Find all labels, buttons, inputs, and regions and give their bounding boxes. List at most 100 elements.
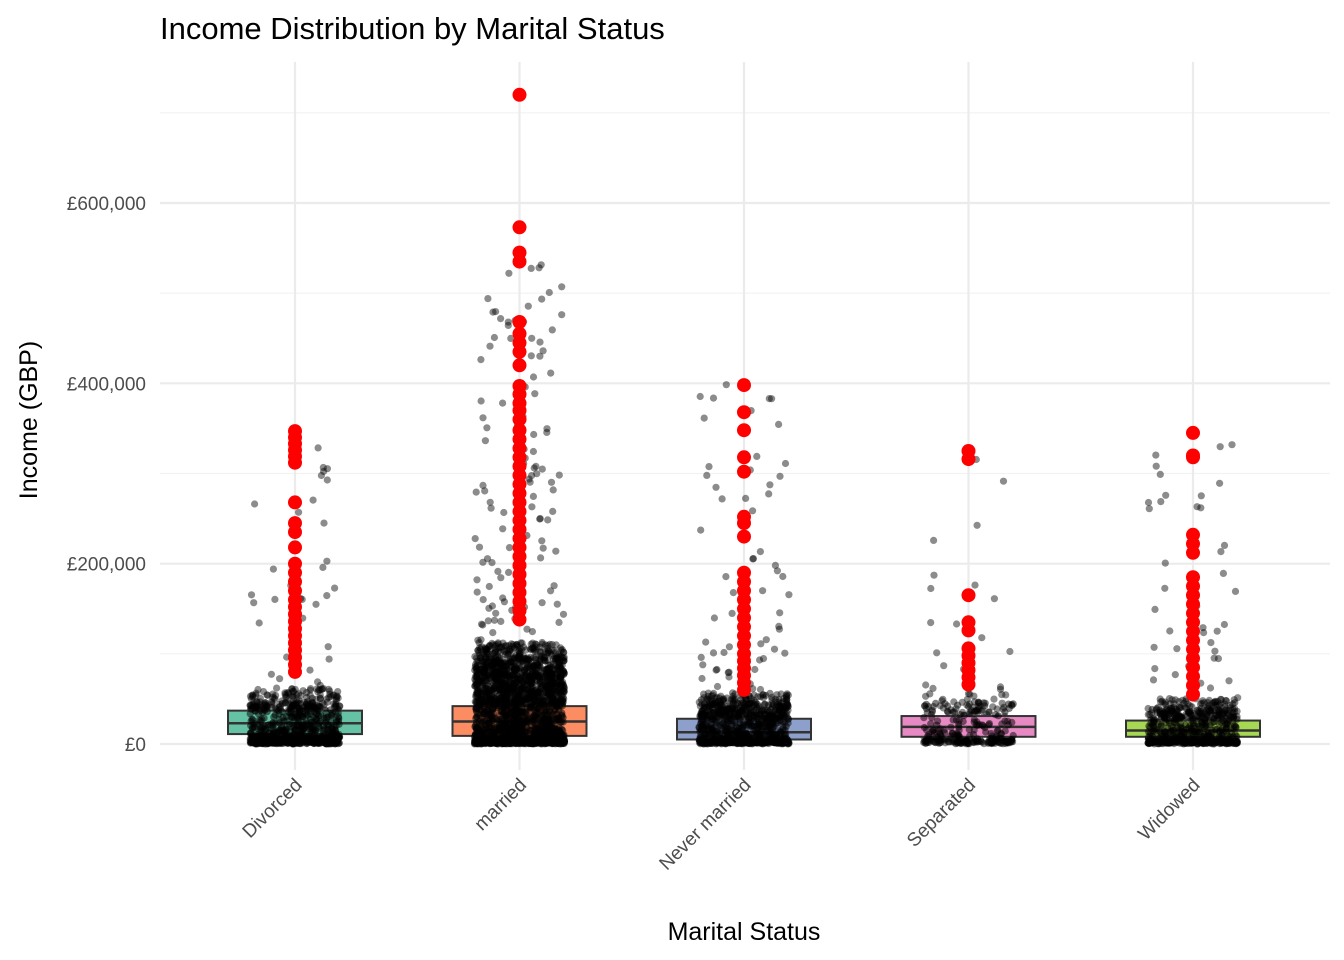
jitter-point bbox=[1207, 639, 1215, 647]
jitter-point bbox=[497, 315, 505, 323]
jitter-point bbox=[548, 640, 556, 649]
jitter-point bbox=[536, 515, 544, 523]
jitter-point bbox=[539, 347, 547, 355]
jitter-point bbox=[530, 644, 538, 652]
jitter-point bbox=[699, 661, 707, 669]
jitter-point bbox=[494, 639, 502, 647]
jitter-point bbox=[1216, 479, 1224, 487]
jitter-point bbox=[548, 646, 556, 654]
jitter-point bbox=[549, 486, 557, 494]
jitter-point bbox=[260, 700, 268, 708]
jitter-point bbox=[1219, 569, 1227, 578]
jitter-point bbox=[529, 644, 537, 653]
jitter-point bbox=[317, 471, 325, 480]
jitter-point bbox=[475, 648, 483, 656]
jitter-point bbox=[246, 692, 255, 700]
jitter-point bbox=[323, 592, 331, 600]
jitter-point bbox=[325, 693, 333, 702]
jitter-point bbox=[527, 645, 535, 653]
jitter-point bbox=[492, 308, 500, 316]
jitter-point bbox=[1197, 504, 1205, 512]
jitter-point bbox=[1161, 559, 1169, 567]
jitter-point bbox=[543, 649, 551, 657]
jitter-point bbox=[712, 483, 720, 491]
jitter-point bbox=[542, 641, 550, 649]
jitter-point bbox=[558, 646, 566, 654]
jitter-point bbox=[329, 691, 337, 699]
jitter-point bbox=[922, 692, 930, 700]
jitter-point bbox=[249, 691, 257, 699]
jitter-point bbox=[302, 689, 311, 697]
jitter-point bbox=[481, 645, 489, 653]
jitter-point bbox=[1150, 643, 1158, 651]
jitter-point bbox=[529, 447, 538, 456]
jitter-point bbox=[927, 584, 935, 593]
jitter-point bbox=[284, 689, 293, 697]
jitter-point bbox=[515, 647, 523, 655]
jitter-point bbox=[1214, 655, 1222, 663]
jitter-point bbox=[927, 619, 935, 627]
jitter-point bbox=[502, 650, 510, 659]
jitter-point bbox=[558, 283, 566, 291]
jitter-point bbox=[551, 649, 559, 657]
jitter-point bbox=[328, 723, 336, 731]
jitter-point bbox=[282, 692, 290, 700]
jitter-point bbox=[559, 610, 568, 618]
jitter-point bbox=[471, 653, 479, 661]
jitter-point bbox=[532, 462, 540, 470]
jitter-point bbox=[528, 334, 536, 342]
jitter-point bbox=[973, 521, 981, 529]
jitter-point bbox=[477, 356, 485, 364]
jitter-point bbox=[720, 648, 728, 657]
jitter-point bbox=[933, 649, 941, 657]
jitter-point bbox=[775, 420, 783, 428]
jitter-point bbox=[544, 649, 552, 657]
jitter-point bbox=[484, 295, 492, 303]
jitter-point bbox=[308, 725, 316, 733]
jitter-point bbox=[496, 643, 504, 652]
jitter-point bbox=[1211, 697, 1219, 705]
jitter-point bbox=[529, 639, 537, 647]
jitter-point bbox=[476, 644, 484, 652]
jitter-point bbox=[938, 697, 946, 705]
jitter-point bbox=[538, 599, 546, 607]
jitter-point bbox=[306, 686, 314, 694]
jitter-point bbox=[251, 500, 259, 508]
jitter-point bbox=[544, 516, 552, 524]
jitter-point bbox=[528, 644, 537, 652]
jitter-point bbox=[1161, 584, 1169, 592]
jitter-point bbox=[756, 548, 765, 556]
jitter-point bbox=[491, 642, 499, 650]
jitter-point bbox=[497, 643, 506, 651]
jitter-point bbox=[482, 646, 490, 655]
jitter-point bbox=[494, 567, 502, 576]
jitter-point bbox=[742, 494, 750, 502]
jitter-point bbox=[319, 737, 327, 745]
jitter-point bbox=[970, 692, 978, 700]
jitter-point bbox=[930, 536, 938, 545]
jitter-point bbox=[553, 600, 561, 608]
jitter-point bbox=[765, 490, 773, 498]
jitter-point bbox=[554, 650, 562, 659]
jitter-point bbox=[536, 643, 545, 651]
jitter-point bbox=[296, 732, 304, 740]
jitter-point bbox=[504, 321, 512, 329]
jitter-point bbox=[491, 647, 499, 655]
jitter-point bbox=[326, 690, 334, 698]
jitter-point bbox=[289, 692, 297, 700]
jitter-point bbox=[491, 648, 500, 656]
jitter-point bbox=[247, 717, 255, 726]
jitter-point bbox=[486, 646, 494, 654]
jitter-point bbox=[271, 595, 279, 604]
jitter-point bbox=[486, 342, 494, 350]
jitter-point bbox=[316, 691, 324, 699]
jitter-point bbox=[269, 565, 277, 573]
jitter-point bbox=[269, 690, 277, 698]
jitter-point bbox=[1152, 462, 1160, 470]
jitter-point bbox=[252, 691, 260, 699]
jitter-point bbox=[485, 604, 493, 612]
jitter-point bbox=[314, 688, 322, 696]
jitter-point bbox=[275, 716, 283, 724]
jitter-point bbox=[497, 649, 505, 657]
jitter-point bbox=[323, 557, 331, 565]
